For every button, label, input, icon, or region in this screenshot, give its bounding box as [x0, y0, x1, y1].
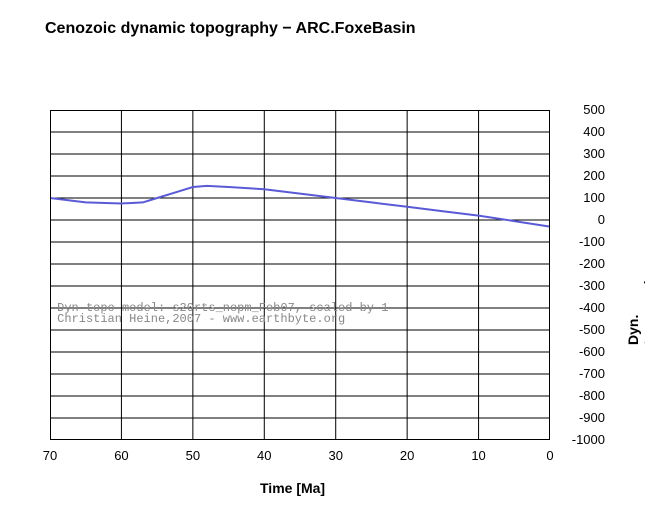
chart-annotation: Christian Heine,2007 - www.earthbyte.org: [57, 312, 345, 326]
x-tick: 50: [183, 448, 203, 463]
y-tick: -600: [560, 344, 605, 359]
chart-frame: [50, 110, 550, 440]
y-tick: 100: [560, 190, 605, 205]
y-tick: 0: [560, 212, 605, 227]
chart-grid: [50, 110, 550, 440]
x-tick: 70: [40, 448, 60, 463]
y-tick: -500: [560, 322, 605, 337]
x-tick: 60: [111, 448, 131, 463]
y-tick: -200: [560, 256, 605, 271]
chart-title: Cenozoic dynamic topography − ARC.FoxeBa…: [45, 20, 416, 38]
y-tick: 400: [560, 124, 605, 139]
x-tick: 40: [254, 448, 274, 463]
y-tick: -100: [560, 234, 605, 249]
y-axis-label: Dyn. topography [m]: [625, 268, 645, 345]
y-tick: -800: [560, 388, 605, 403]
y-tick: 200: [560, 168, 605, 183]
x-tick: 10: [469, 448, 489, 463]
y-tick: -900: [560, 410, 605, 425]
x-tick: 30: [326, 448, 346, 463]
y-tick: -1000: [560, 432, 605, 447]
x-tick: 0: [540, 448, 560, 463]
y-tick: -400: [560, 300, 605, 315]
x-axis-label: Time [Ma]: [260, 480, 325, 496]
chart-plot-area: [50, 110, 550, 440]
x-tick: 20: [397, 448, 417, 463]
y-tick: 300: [560, 146, 605, 161]
y-tick: 500: [560, 102, 605, 117]
y-tick: -700: [560, 366, 605, 381]
y-tick: -300: [560, 278, 605, 293]
